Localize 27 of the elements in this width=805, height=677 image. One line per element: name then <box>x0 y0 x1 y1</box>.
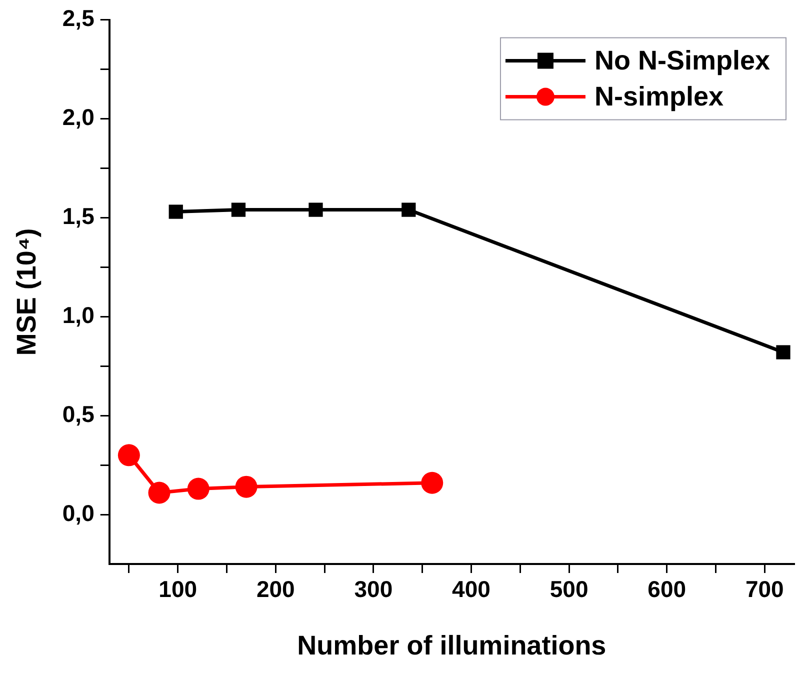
x-tick-label: 400 <box>452 576 490 602</box>
y-tick-label: 2,0 <box>62 104 94 130</box>
point <box>402 202 416 217</box>
y-axis-title: MSE (10⁴) <box>12 228 42 356</box>
point <box>168 204 183 219</box>
point <box>776 345 790 360</box>
legend-label: N-simplex <box>594 81 724 112</box>
point <box>148 482 170 504</box>
legend-label: No N-Simplex <box>594 45 770 76</box>
x-axis-title: Number of illuminations <box>297 630 606 660</box>
y-tick-label: 0,5 <box>62 400 95 427</box>
y-tick-label: 1,5 <box>62 203 95 230</box>
x-tick-label: 700 <box>745 576 784 602</box>
point <box>421 472 444 494</box>
point <box>187 478 210 500</box>
x-tick-label: 300 <box>354 576 393 602</box>
y-tick-label: 2,5 <box>62 5 95 32</box>
x-tick-label: 500 <box>550 576 588 602</box>
x-tick-label: 600 <box>648 576 686 602</box>
y-tick-label: 0,0 <box>62 500 94 526</box>
point <box>231 202 246 217</box>
point <box>308 202 323 217</box>
y-tick-label: 1,0 <box>62 302 94 328</box>
x-tick-label: 100 <box>158 576 198 602</box>
point <box>235 476 258 498</box>
x-tick-label: 200 <box>256 576 295 602</box>
point <box>118 444 140 466</box>
